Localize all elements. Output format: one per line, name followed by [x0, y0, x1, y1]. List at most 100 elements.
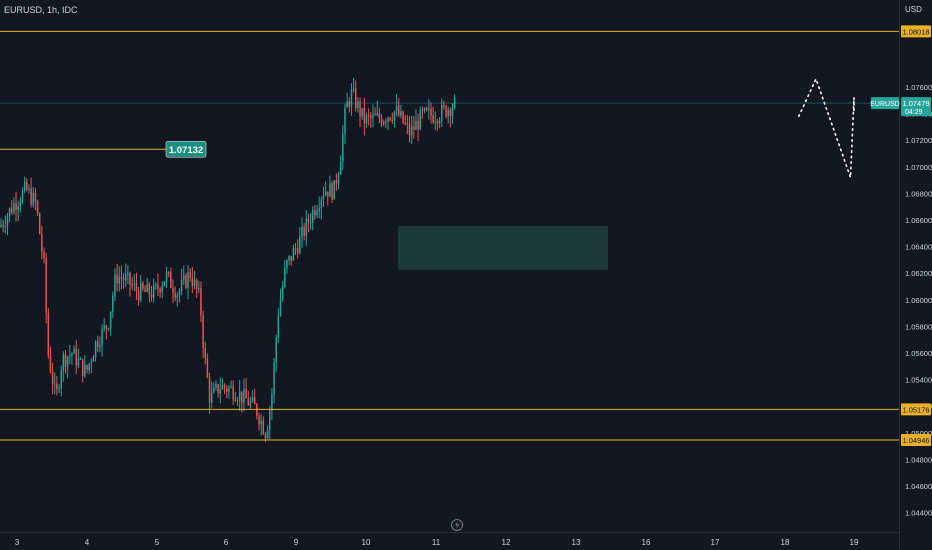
- candle-body: [329, 183, 331, 197]
- candle-body: [204, 348, 206, 359]
- candle-body: [342, 133, 344, 162]
- candle-body: [210, 392, 213, 403]
- candle-body: [314, 210, 316, 216]
- candle-body: [277, 315, 280, 338]
- candle-body: [163, 281, 166, 286]
- candle-body: [152, 285, 155, 298]
- candle-body: [51, 372, 54, 385]
- time-tick-label: 13: [572, 538, 581, 547]
- candle-body: [124, 274, 127, 281]
- candle-body: [228, 387, 230, 392]
- candle-body: [243, 388, 245, 403]
- candle-body: [4, 225, 7, 227]
- time-tick-label: 11: [432, 538, 441, 547]
- candle-body: [355, 88, 357, 109]
- price-tick-label: 1.05000: [905, 429, 932, 438]
- candle-body: [99, 345, 101, 347]
- candle-body: [109, 311, 112, 329]
- demand-zone: [398, 225, 608, 270]
- candle-body: [58, 388, 60, 390]
- candle-body: [71, 353, 73, 356]
- candle-body: [247, 398, 249, 406]
- candle-body: [88, 363, 90, 371]
- price-tick-label: 1.05800: [905, 322, 932, 331]
- candle-body: [309, 222, 312, 224]
- candle-body: [56, 383, 58, 389]
- candle-body: [140, 282, 142, 301]
- time-axis[interactable]: 3 4 5 6 9 10 11 12 13 16 17 18 19: [15, 538, 859, 547]
- candle-body: [26, 182, 28, 190]
- candle-body: [127, 272, 129, 275]
- candle-body: [441, 104, 443, 121]
- candle-body: [8, 208, 11, 217]
- level-price-label: 1.08018: [902, 27, 929, 36]
- candle-body: [11, 208, 13, 213]
- candle-body: [271, 394, 273, 410]
- candle-body: [312, 210, 314, 223]
- candle-body: [34, 192, 37, 202]
- level-price-label: 1.04946: [902, 436, 929, 445]
- candle-body: [208, 377, 211, 403]
- time-tick-label: 4: [85, 538, 90, 547]
- candle-body: [376, 112, 378, 116]
- candle-body: [275, 337, 277, 363]
- candle-body: [279, 299, 282, 316]
- candle-body: [423, 108, 426, 111]
- candle-body: [299, 236, 301, 254]
- candle-body: [352, 88, 355, 91]
- candle-body: [226, 388, 228, 392]
- level-price-label: 1.05176: [902, 405, 929, 414]
- candle-body: [159, 289, 161, 293]
- candle-body: [101, 328, 103, 346]
- time-tick-label: 3: [15, 538, 20, 547]
- candle-body: [286, 260, 288, 269]
- candle-body: [451, 107, 454, 116]
- candle-body: [453, 96, 456, 108]
- candle-body: [232, 386, 234, 400]
- candle-body: [382, 121, 385, 125]
- candle-body: [339, 161, 342, 175]
- symbol-badge: [871, 97, 899, 110]
- candle-body: [54, 383, 56, 385]
- candle-body: [337, 174, 340, 184]
- time-tick-label: 5: [155, 538, 160, 547]
- candle-body: [178, 290, 181, 296]
- candle-body: [183, 275, 185, 280]
- price-tick-label: 1.06600: [905, 216, 932, 225]
- candle-body: [253, 397, 256, 405]
- candle-body: [157, 284, 159, 290]
- candle-body: [90, 361, 93, 364]
- levels: [0, 30, 899, 441]
- candle-body: [32, 192, 34, 205]
- candle-body: [77, 359, 80, 366]
- countdown-label: 04:29: [905, 109, 923, 116]
- candle-body: [335, 180, 338, 184]
- candle-body: [380, 118, 383, 125]
- candle-body: [137, 291, 140, 301]
- candle-body: [41, 233, 43, 252]
- candle-body: [81, 359, 84, 377]
- projection-layer: [797, 76, 855, 178]
- candle-body: [202, 315, 204, 349]
- candle-body: [251, 397, 254, 402]
- candle-body: [256, 404, 258, 416]
- candle-body: [249, 401, 252, 406]
- price-tick-label: 1.06800: [905, 189, 932, 198]
- candle-body: [294, 248, 297, 250]
- lightning-icon[interactable]: [451, 519, 463, 531]
- candle-body: [290, 255, 292, 261]
- candle-body: [206, 358, 209, 378]
- candle-body: [103, 325, 105, 329]
- candle-body: [49, 355, 52, 373]
- candle-body: [219, 389, 222, 394]
- projection-path: [797, 76, 855, 178]
- candle-body: [92, 356, 95, 362]
- candle-body: [17, 205, 19, 210]
- candle-body: [316, 210, 318, 216]
- candle-body: [346, 101, 348, 108]
- candle-body: [174, 292, 176, 298]
- candle-body: [327, 191, 329, 197]
